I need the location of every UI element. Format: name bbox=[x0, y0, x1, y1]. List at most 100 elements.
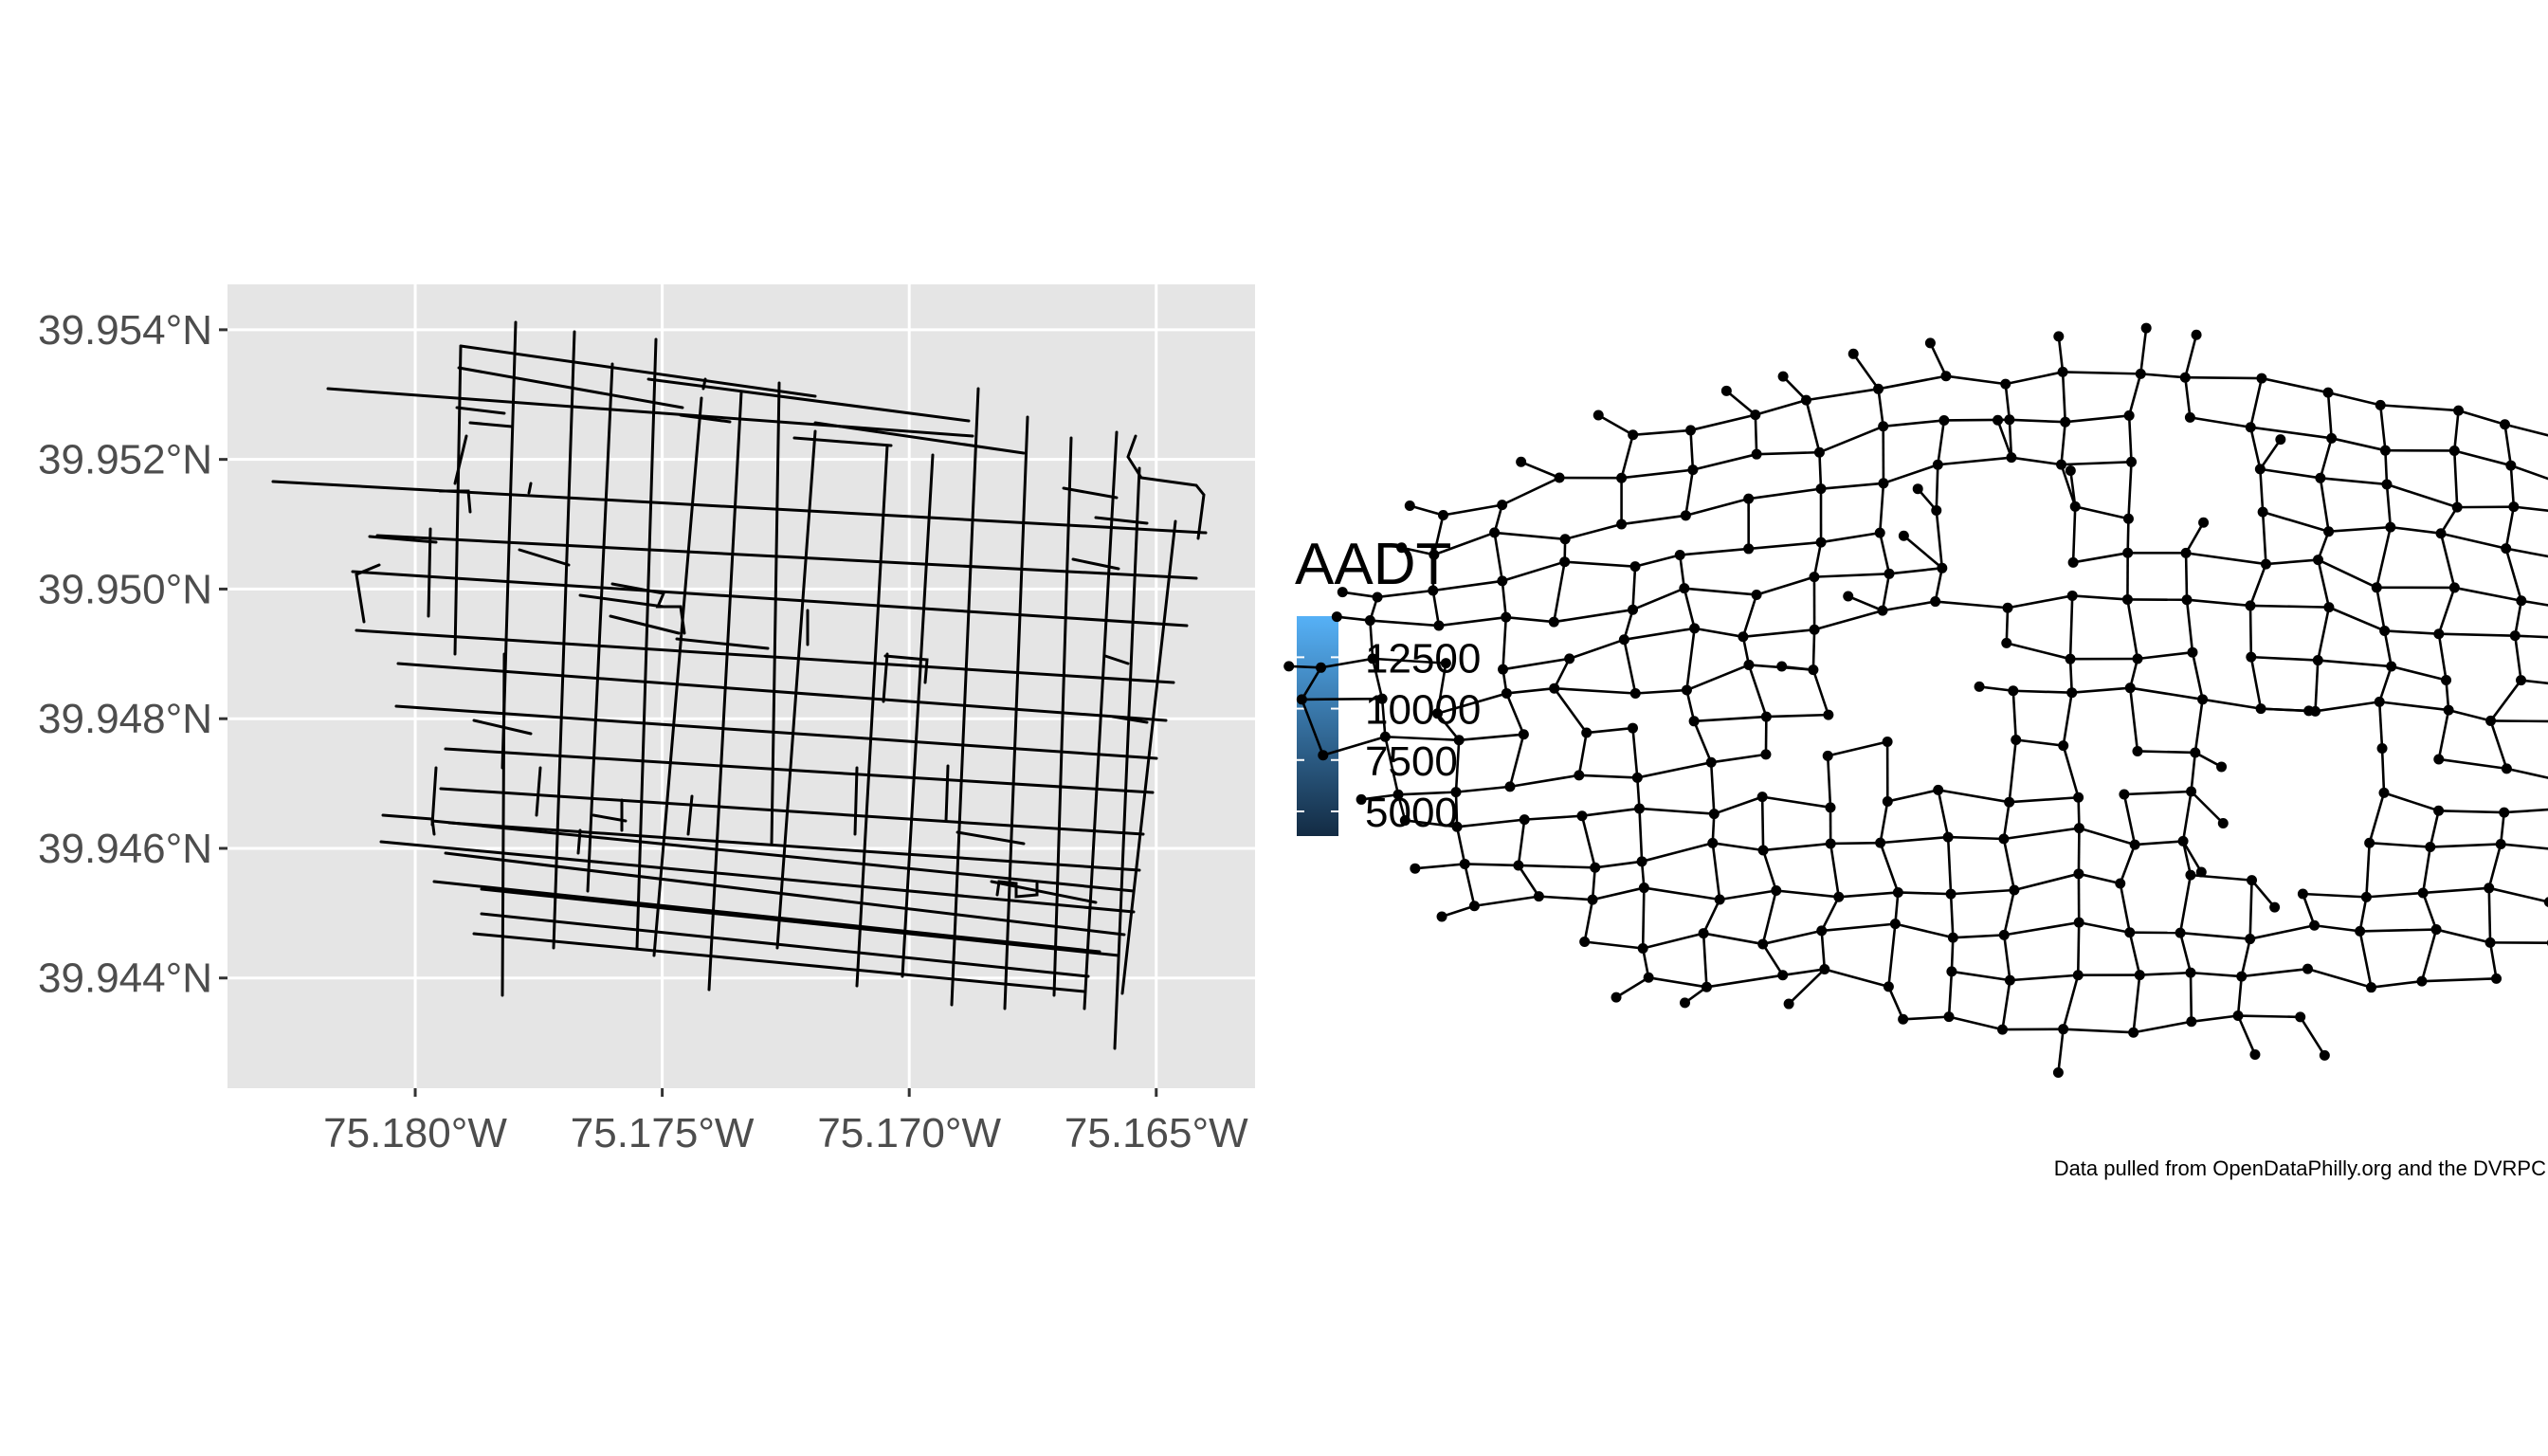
graph-edge bbox=[1938, 456, 2012, 466]
graph-node bbox=[2060, 416, 2071, 428]
graph-edge bbox=[2314, 660, 2320, 712]
graph-edge bbox=[2317, 607, 2331, 661]
graph-edge bbox=[2249, 923, 2315, 940]
graph-node bbox=[2245, 422, 2256, 433]
graph-edge bbox=[2384, 629, 2439, 636]
graph-node bbox=[1942, 831, 1954, 843]
graph-edge bbox=[2193, 699, 2204, 754]
graph-edge bbox=[1694, 627, 1744, 639]
graph-edge bbox=[1929, 342, 1948, 377]
graph-nodes bbox=[1283, 322, 2548, 1078]
graph-edge bbox=[1684, 469, 1695, 517]
graph-edge bbox=[1702, 933, 1708, 988]
graph-node bbox=[1688, 716, 1700, 727]
graph-edge bbox=[2390, 525, 2442, 535]
graph-edge bbox=[1883, 464, 1938, 485]
street-segment bbox=[518, 548, 571, 567]
graph-node bbox=[1628, 604, 1639, 615]
graph-edge bbox=[2503, 424, 2513, 466]
graph-edge bbox=[1821, 922, 1896, 933]
graph-node bbox=[2069, 500, 2081, 512]
graph-node bbox=[2073, 868, 2084, 880]
graph-node bbox=[2499, 807, 2510, 818]
graph-node bbox=[1643, 972, 1654, 983]
graph-edge bbox=[2004, 920, 2080, 937]
graph-edge bbox=[2315, 701, 2380, 713]
street-segment bbox=[775, 429, 817, 950]
graph-edge bbox=[1639, 807, 1715, 815]
street-segment bbox=[855, 444, 889, 988]
graph-node bbox=[1878, 421, 1889, 432]
graph-node bbox=[2052, 1066, 2064, 1078]
graph-node bbox=[2260, 558, 2271, 570]
graph-edge bbox=[1898, 891, 1952, 896]
graph-edge bbox=[2061, 372, 2067, 423]
graph-edge bbox=[2071, 506, 2077, 563]
graph-edge bbox=[2259, 438, 2282, 470]
graph-edge bbox=[1820, 531, 1881, 544]
graph-node bbox=[2236, 971, 2248, 982]
graph-edge bbox=[1647, 976, 1707, 989]
graph-edge bbox=[2057, 336, 2065, 373]
street-segment bbox=[500, 652, 506, 997]
graph-node bbox=[1681, 684, 1692, 696]
graph-node bbox=[1392, 789, 1404, 800]
graph-edge bbox=[2126, 599, 2139, 660]
graph-edge bbox=[1820, 896, 1840, 932]
graph-node bbox=[2448, 445, 2460, 456]
street-segment bbox=[394, 704, 1158, 760]
graph-edge bbox=[2001, 979, 2011, 1030]
graph-edge bbox=[1827, 740, 1888, 757]
graph-edge bbox=[2126, 519, 2130, 554]
graph-node bbox=[2126, 456, 2138, 467]
graph-edge bbox=[1741, 594, 1758, 638]
graph-edge bbox=[2071, 686, 2131, 694]
graph-edge bbox=[1951, 888, 2015, 896]
graph-edge bbox=[1760, 796, 1765, 851]
graph-node bbox=[1924, 337, 1936, 349]
graph-edge bbox=[2069, 470, 2077, 507]
graph-edge bbox=[1538, 895, 1593, 901]
street-segment bbox=[1003, 415, 1029, 1010]
graph-node bbox=[1889, 919, 1901, 930]
graph-edge bbox=[1685, 689, 1696, 722]
graph-edge bbox=[1747, 664, 1768, 718]
graph-node bbox=[2191, 329, 2202, 340]
graph-node bbox=[1436, 911, 1447, 922]
graph-node bbox=[1974, 681, 1985, 692]
graph-node bbox=[1629, 561, 1641, 573]
graph-node bbox=[1356, 793, 1367, 805]
graph-edge bbox=[2521, 679, 2548, 685]
graph-edge bbox=[1564, 522, 1622, 541]
graph-edge bbox=[2135, 840, 2184, 846]
graph-edge bbox=[2423, 886, 2489, 895]
graph-edge bbox=[1524, 814, 1583, 821]
street-segment bbox=[355, 628, 1175, 684]
graph-node bbox=[1993, 414, 2004, 426]
graph-edge bbox=[1433, 531, 1496, 556]
graph-node bbox=[2254, 464, 2266, 475]
graph-node bbox=[2195, 866, 2207, 878]
graph-node bbox=[1771, 884, 1782, 896]
graph-edge bbox=[2328, 525, 2391, 534]
graph-edge bbox=[1692, 452, 1757, 471]
graph-edge bbox=[2005, 371, 2064, 386]
graph-edge bbox=[2012, 689, 2072, 694]
graph-edge bbox=[1594, 860, 1643, 869]
graph-edge bbox=[2448, 708, 2491, 722]
graph-node bbox=[2312, 655, 2323, 666]
graph-node bbox=[1396, 542, 1408, 554]
graph-node bbox=[1433, 620, 1445, 631]
graph-edge bbox=[2072, 552, 2128, 564]
graph-edge bbox=[2328, 606, 2386, 632]
graph-edge bbox=[2140, 373, 2186, 379]
graph-node bbox=[1616, 472, 1628, 483]
graph-edge bbox=[1414, 863, 1465, 870]
graph-node bbox=[2374, 696, 2385, 707]
graph-edge bbox=[2437, 587, 2456, 635]
graph-edge bbox=[1887, 789, 1939, 803]
graph-node bbox=[2181, 594, 2193, 606]
graph-node bbox=[1453, 735, 1465, 746]
graph-node bbox=[2484, 937, 2496, 948]
graph-node bbox=[1932, 459, 1943, 470]
